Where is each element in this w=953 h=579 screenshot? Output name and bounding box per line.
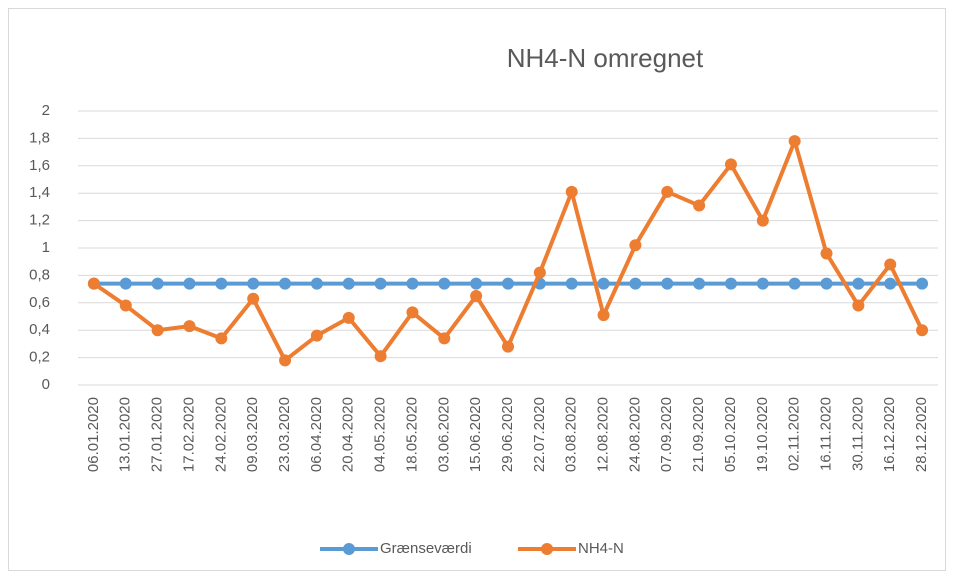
x-tick-label: 24.08.2020 <box>626 397 643 472</box>
point <box>661 185 674 198</box>
x-tick-label: 17.02.2020 <box>180 397 197 472</box>
point <box>470 289 483 302</box>
point <box>470 277 483 290</box>
point <box>215 277 228 290</box>
x-tick-label: 20.04.2020 <box>340 397 357 472</box>
point <box>247 277 260 290</box>
x-tick-label: 13.01.2020 <box>117 397 134 472</box>
x-tick-label: 27.01.2020 <box>149 397 166 472</box>
point <box>279 354 292 367</box>
point <box>374 350 387 363</box>
y-tick-label: 0 <box>42 376 50 393</box>
point <box>565 185 578 198</box>
legend-marker <box>541 543 553 555</box>
x-tick-label: 09.03.2020 <box>244 397 261 472</box>
point <box>756 214 769 227</box>
y-tick-label: 1 <box>42 239 50 256</box>
point <box>916 324 929 337</box>
point <box>279 277 292 290</box>
point <box>724 277 737 290</box>
point <box>533 266 546 279</box>
point <box>151 324 164 337</box>
point <box>788 277 801 290</box>
point <box>629 277 642 290</box>
y-tick-label: 0,8 <box>29 266 50 283</box>
y-tick-label: 1,8 <box>29 129 50 146</box>
x-tick-label: 15.06.2020 <box>467 397 484 472</box>
point <box>724 158 737 171</box>
point <box>119 299 132 312</box>
legend-label: NH4-N <box>578 540 624 557</box>
point <box>438 277 451 290</box>
y-tick-label: 1,4 <box>29 184 50 201</box>
point <box>852 277 865 290</box>
x-tick-label: 29.06.2020 <box>499 397 516 472</box>
y-tick-label: 1,6 <box>29 157 50 174</box>
x-tick-label: 28.12.2020 <box>913 397 930 472</box>
x-tick-label: 05.10.2020 <box>722 397 739 472</box>
point <box>565 277 578 290</box>
point <box>183 277 196 290</box>
point <box>342 311 355 324</box>
x-tick-label: 07.09.2020 <box>658 397 675 472</box>
point <box>310 329 323 342</box>
x-tick-label: 12.08.2020 <box>595 397 612 472</box>
x-tick-label: 23.03.2020 <box>276 397 293 472</box>
point <box>597 277 610 290</box>
y-tick-label: 2 <box>42 102 50 119</box>
y-tick-label: 0,6 <box>29 294 50 311</box>
y-tick-label: 0,4 <box>29 321 50 338</box>
point <box>247 292 260 305</box>
point <box>215 332 228 345</box>
point <box>693 277 706 290</box>
x-tick-label: 03.08.2020 <box>563 397 580 472</box>
point <box>693 199 706 212</box>
point <box>820 247 833 260</box>
point <box>502 277 514 290</box>
x-tick-label: 16.11.2020 <box>817 397 834 471</box>
x-tick-label: 22.07.2020 <box>531 397 548 472</box>
x-tick-label: 19.10.2020 <box>754 397 771 472</box>
point <box>884 258 897 271</box>
point <box>884 277 897 290</box>
point <box>661 277 674 290</box>
chart-title: NH4-N omregnet <box>507 43 704 73</box>
point <box>310 277 323 290</box>
y-tick-label: 0,2 <box>29 349 50 366</box>
point <box>119 277 132 290</box>
legend-label: Grænseværdi <box>380 540 472 557</box>
y-tick-label: 1,2 <box>29 212 50 229</box>
point <box>788 135 801 148</box>
legend-marker <box>343 543 355 555</box>
point <box>342 277 355 290</box>
point <box>183 320 196 333</box>
x-tick-label: 21.09.2020 <box>690 397 707 472</box>
point <box>374 277 387 290</box>
point <box>406 306 419 319</box>
x-tick-label: 06.01.2020 <box>85 397 102 472</box>
x-tick-label: 06.04.2020 <box>308 397 325 472</box>
x-tick-label: 02.11.2020 <box>786 397 803 471</box>
point <box>502 340 514 353</box>
x-tick-label: 18.05.2020 <box>403 397 420 472</box>
point <box>87 277 100 290</box>
point <box>820 277 833 290</box>
point <box>852 299 865 312</box>
x-tick-label: 03.06.2020 <box>435 397 452 472</box>
x-tick-label: 04.05.2020 <box>372 397 389 472</box>
point <box>406 277 419 290</box>
x-tick-label: 24.02.2020 <box>212 397 229 472</box>
point <box>597 309 610 322</box>
x-tick-label: 16.12.2020 <box>881 397 898 472</box>
point <box>151 277 164 290</box>
point <box>629 239 642 252</box>
x-tick-label: 30.11.2020 <box>849 397 866 471</box>
point <box>438 332 451 345</box>
point <box>916 277 929 290</box>
point <box>756 277 769 290</box>
